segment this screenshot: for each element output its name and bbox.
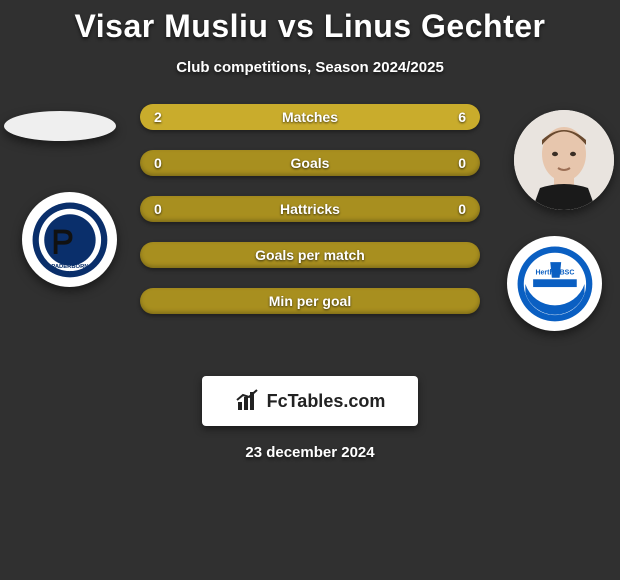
stat-row: 00Hattricks [140, 196, 480, 222]
branding-badge: FcTables.com [202, 376, 418, 426]
page-title: Visar Musliu vs Linus Gechter [0, 0, 620, 45]
stat-row: 26Matches [140, 104, 480, 130]
stat-row: Min per goal [140, 288, 480, 314]
date-label: 23 december 2024 [0, 444, 620, 461]
stat-label: Goals per match [140, 242, 480, 268]
svg-text:07: 07 [66, 271, 72, 277]
svg-text:SC: SC [65, 214, 75, 221]
club-left-badge: SC PADERBORN 07 [22, 192, 117, 287]
subtitle: Club competitions, Season 2024/2025 [0, 59, 620, 76]
stat-label: Matches [140, 104, 480, 130]
comparison-stage: SC PADERBORN 07 Hertha BSC 26Matches 00Go… [0, 104, 620, 364]
svg-text:PADERBORN: PADERBORN [51, 264, 88, 270]
club-right-badge: Hertha BSC [507, 236, 602, 331]
player-right-avatar [514, 110, 614, 210]
stat-row: Goals per match [140, 242, 480, 268]
hertha-crest-icon: Hertha BSC [516, 245, 594, 323]
player-left-avatar [4, 111, 116, 141]
stat-bars: 26Matches 00Goals 00Hattricks Goals per mat… [140, 104, 480, 334]
bar-chart-icon [235, 388, 261, 414]
stat-label: Hattricks [140, 196, 480, 222]
player-right-face-icon [514, 110, 614, 210]
paderborn-crest-icon: SC PADERBORN 07 [31, 201, 109, 279]
stat-label: Min per goal [140, 288, 480, 314]
branding-text: FcTables.com [267, 391, 386, 412]
stat-label: Goals [140, 150, 480, 176]
svg-text:Hertha BSC: Hertha BSC [535, 269, 574, 276]
stat-row: 00Goals [140, 150, 480, 176]
